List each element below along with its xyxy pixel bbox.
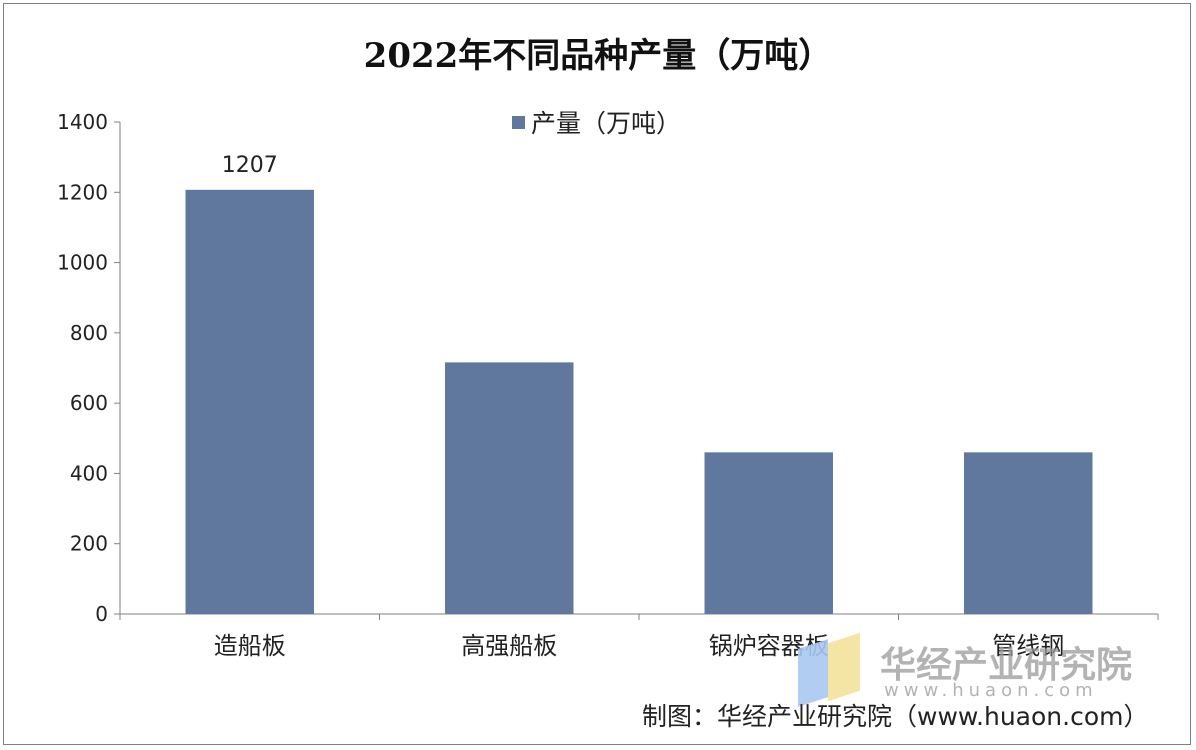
y-tick-label: 400 <box>70 461 108 485</box>
y-tick-label: 600 <box>70 391 108 415</box>
chart-title: 2022年不同品种产量（万吨） <box>363 36 833 76</box>
x-category-label: 管线钢 <box>992 632 1064 660</box>
y-tick-label: 200 <box>70 532 108 556</box>
x-category-label: 造船板 <box>214 632 286 660</box>
y-tick-label: 0 <box>95 602 108 626</box>
bar <box>185 189 314 614</box>
x-category-label: 高强船板 <box>461 632 557 660</box>
bar <box>704 452 833 614</box>
y-tick-label: 1000 <box>57 251 108 275</box>
watermark-url: www.huaon.com <box>884 680 1098 701</box>
y-tick-label: 1200 <box>57 180 108 204</box>
legend: 产量（万吨） <box>512 104 681 140</box>
watermark-name: 华经产业研究院 <box>880 645 1133 686</box>
legend-swatch <box>512 115 525 129</box>
data-label: 1207 <box>222 153 278 178</box>
watermark-logo-shape <box>828 632 860 702</box>
bar <box>964 452 1093 614</box>
watermark: 华经产业研究院 www.huaon.com <box>798 632 1168 707</box>
y-tick-label: 800 <box>70 321 108 345</box>
legend-label: 产量（万吨） <box>531 109 682 138</box>
y-tick-label: 1400 <box>57 110 108 134</box>
source-note: 制图：华经产业研究院（www.huaon.com） <box>642 702 1149 731</box>
bar <box>445 362 574 614</box>
